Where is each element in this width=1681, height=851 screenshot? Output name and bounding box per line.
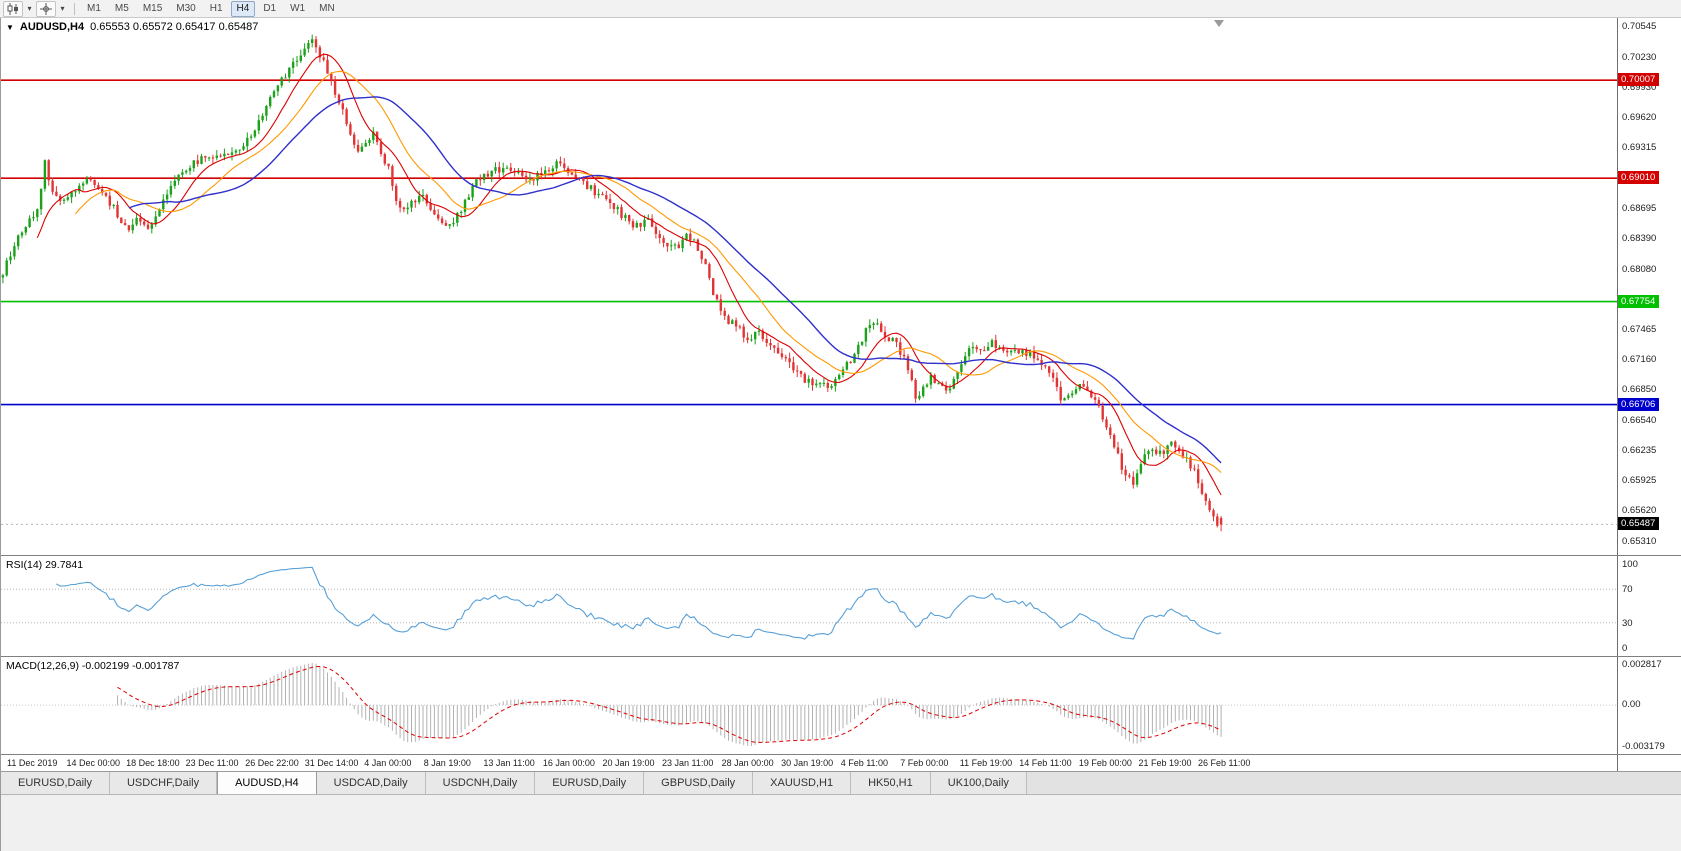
chart-tab-hk50-h1[interactable]: HK50,H1 bbox=[851, 772, 931, 794]
timeframe-button-h4[interactable]: H4 bbox=[230, 0, 256, 17]
price-tick: 0.68080 bbox=[1622, 264, 1657, 275]
time-axis-label: 30 Jan 19:00 bbox=[781, 758, 834, 768]
time-axis-label: 7 Feb 00:00 bbox=[900, 758, 949, 768]
time-axis-label: 16 Jan 00:00 bbox=[542, 758, 595, 768]
chart-symbol-label: AUDUSD,H4 bbox=[19, 21, 85, 33]
time-axis-label: 11 Dec 2019 bbox=[7, 758, 58, 768]
time-axis-label: 19 Feb 00:00 bbox=[1078, 758, 1132, 768]
time-axis-labels: 11 Dec 2019 14 Dec 00:00 18 Dec 18:00 23 De… bbox=[1, 755, 1618, 771]
rsi-tick: 100 bbox=[1622, 559, 1638, 570]
main-chart-plot[interactable]: ▼ AUDUSD,H4 0.65553 0.65572 0.65417 0.65… bbox=[1, 18, 1618, 555]
main-chart-pane: ▼ AUDUSD,H4 0.65553 0.65572 0.65417 0.65… bbox=[1, 18, 1681, 555]
time-axis-label: 14 Dec 00:00 bbox=[66, 758, 121, 768]
price-scale[interactable]: 0.70545 0.70230 0.69930 0.69620 0.69315 0.686… bbox=[1618, 18, 1681, 555]
time-axis-label: 31 Dec 14:00 bbox=[304, 758, 359, 768]
chart-workspace: ▼ AUDUSD,H4 0.65553 0.65572 0.65417 0.65… bbox=[0, 18, 1681, 851]
chart-title: ▼ AUDUSD,H4 0.65553 0.65572 0.65417 0.65… bbox=[6, 21, 258, 33]
time-axis-label: 20 Jan 19:00 bbox=[602, 758, 655, 768]
timeframe-button-m30[interactable]: M30 bbox=[170, 1, 201, 17]
toolbar-separator bbox=[74, 2, 75, 15]
time-axis[interactable]: 11 Dec 2019 14 Dec 00:00 18 Dec 18:00 23 De… bbox=[1, 754, 1681, 771]
price-tick: 0.69620 bbox=[1622, 112, 1657, 123]
price-tick: 0.67465 bbox=[1622, 324, 1657, 335]
price-tick: 0.66850 bbox=[1622, 384, 1657, 395]
timeframe-button-m5[interactable]: M5 bbox=[109, 1, 135, 17]
chart-tab-xauusd-h1[interactable]: XAUUSD,H1 bbox=[753, 772, 852, 794]
current-price-label: 0.65487 bbox=[1618, 517, 1660, 530]
chart-tab-usdcnh-daily[interactable]: USDCNH,Daily bbox=[425, 772, 536, 794]
chart-tab-usdchf-daily[interactable]: USDCHF,Daily bbox=[109, 772, 218, 794]
crosshair-icon[interactable] bbox=[36, 0, 56, 17]
level-price-label: 0.66706 bbox=[1618, 398, 1660, 411]
rsi-pane: RSI(14) 29.7841 100 70 30 0 bbox=[1, 555, 1681, 656]
macd-pane: MACD(12,26,9) -0.002199 -0.001787 0.0028… bbox=[1, 656, 1681, 754]
one-click-collapse-icon[interactable]: ▼ bbox=[6, 22, 14, 32]
time-axis-label: 11 Feb 19:00 bbox=[959, 758, 1013, 768]
rsi-scale[interactable]: 100 70 30 0 bbox=[1618, 556, 1681, 656]
chart-tab-usdcad-daily[interactable]: USDCAD,Daily bbox=[316, 772, 426, 794]
chart-type-dropdown-icon[interactable]: ▾ bbox=[24, 1, 35, 17]
time-axis-label: 26 Dec 22:00 bbox=[245, 758, 299, 768]
rsi-label: RSI(14) 29.7841 bbox=[6, 559, 84, 571]
price-tick: 0.65620 bbox=[1622, 505, 1657, 516]
timeframe-button-m1[interactable]: M1 bbox=[81, 1, 107, 17]
timeframe-buttons: M1 M5 M15 M30 H1 H4 D1 W1 MN bbox=[81, 0, 341, 17]
time-axis-label: 28 Jan 00:00 bbox=[721, 758, 774, 768]
chart-shift-marker-icon[interactable] bbox=[1214, 20, 1224, 27]
macd-tick-top: 0.002817 bbox=[1622, 659, 1662, 670]
timeframe-button-w1[interactable]: W1 bbox=[284, 1, 311, 17]
chart-toolbar: ▾ ▾ M1 M5 M15 M30 H1 H4 D1 W1 MN bbox=[0, 0, 1681, 18]
price-tick: 0.69315 bbox=[1622, 142, 1657, 153]
axis-corner bbox=[1618, 755, 1681, 771]
price-tick: 0.68695 bbox=[1622, 203, 1657, 214]
chart-tab-eurusd-daily[interactable]: EURUSD,Daily bbox=[1, 772, 110, 794]
chart-tab-audusd-h4[interactable]: AUDUSD,H4 bbox=[217, 772, 317, 794]
macd-tick-bottom: -0.003179 bbox=[1622, 741, 1665, 752]
time-axis-label: 4 Jan 00:00 bbox=[364, 758, 412, 768]
time-axis-label: 23 Dec 11:00 bbox=[185, 758, 239, 768]
rsi-tick: 30 bbox=[1622, 618, 1633, 629]
time-axis-label: 4 Feb 11:00 bbox=[840, 758, 889, 768]
price-tick: 0.65310 bbox=[1622, 536, 1657, 547]
tools-dropdown-icon[interactable]: ▾ bbox=[57, 1, 68, 17]
price-tick: 0.66235 bbox=[1622, 445, 1657, 456]
price-tick: 0.65925 bbox=[1622, 475, 1657, 486]
macd-tick-zero: 0.00 bbox=[1622, 699, 1641, 710]
chart-ohlc-values: 0.65553 0.65572 0.65417 0.65487 bbox=[90, 21, 259, 33]
time-axis-label: 21 Feb 19:00 bbox=[1138, 758, 1192, 768]
timeframe-button-mn[interactable]: MN bbox=[313, 1, 341, 17]
level-price-label: 0.67754 bbox=[1618, 295, 1660, 308]
price-tick: 0.70545 bbox=[1622, 21, 1657, 32]
macd-label: MACD(12,26,9) -0.002199 -0.001787 bbox=[6, 660, 180, 672]
chart-tab-eurusd-daily[interactable]: EURUSD,Daily bbox=[535, 772, 645, 794]
price-tick: 0.69930 bbox=[1622, 82, 1657, 93]
rsi-plot[interactable]: RSI(14) 29.7841 bbox=[1, 556, 1618, 656]
price-tick: 0.66540 bbox=[1622, 415, 1657, 426]
time-axis-label: 26 Feb 11:00 bbox=[1198, 758, 1251, 768]
macd-scale[interactable]: 0.002817 0.00 -0.003179 bbox=[1618, 657, 1681, 754]
rsi-tick: 70 bbox=[1622, 584, 1633, 595]
time-axis-label: 18 Dec 18:00 bbox=[126, 758, 180, 768]
chart-tab-gbpusd-daily[interactable]: GBPUSD,Daily bbox=[644, 772, 754, 794]
price-tick: 0.68390 bbox=[1622, 233, 1657, 244]
macd-plot[interactable]: MACD(12,26,9) -0.002199 -0.001787 bbox=[1, 657, 1618, 754]
time-axis-label: 23 Jan 11:00 bbox=[662, 758, 714, 768]
timeframe-button-h1[interactable]: H1 bbox=[204, 1, 229, 17]
chart-tab-uk100-daily[interactable]: UK100,Daily bbox=[930, 772, 1027, 794]
timeframe-button-d1[interactable]: D1 bbox=[257, 1, 282, 17]
price-tick: 0.67160 bbox=[1622, 354, 1657, 365]
price-tick: 0.70230 bbox=[1622, 52, 1657, 63]
level-price-label: 0.69010 bbox=[1618, 171, 1660, 184]
chart-tabs-bar: EURUSD,Daily USDCHF,Daily AUDUSD,H4 USDCAD,… bbox=[1, 771, 1681, 794]
time-axis-label: 13 Jan 11:00 bbox=[483, 758, 535, 768]
level-price-label: 0.70007 bbox=[1618, 73, 1660, 86]
status-bar bbox=[1, 794, 1681, 851]
time-axis-label: 14 Feb 11:00 bbox=[1019, 758, 1072, 768]
time-axis-label: 8 Jan 19:00 bbox=[423, 758, 471, 768]
candlestick-chart-icon[interactable] bbox=[3, 0, 23, 17]
timeframe-button-m15[interactable]: M15 bbox=[137, 1, 168, 17]
rsi-tick: 0 bbox=[1622, 643, 1628, 654]
